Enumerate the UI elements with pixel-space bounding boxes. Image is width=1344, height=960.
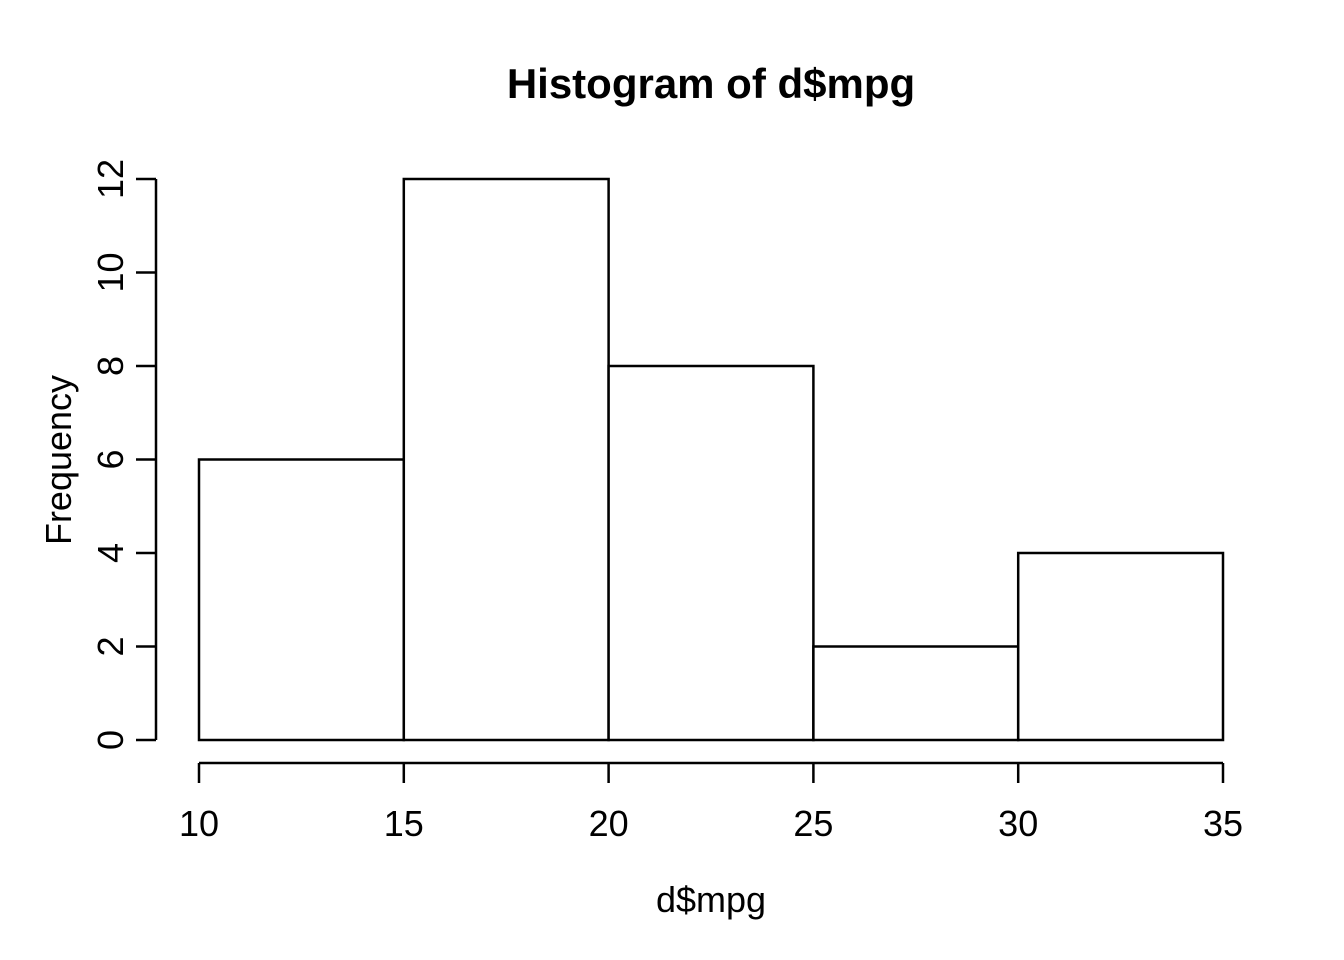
- histogram-bar: [402, 177, 610, 742]
- histogram-bar: [607, 364, 815, 742]
- histogram-bars-group: [197, 177, 1225, 742]
- y-axis-title: Frequency: [38, 375, 79, 545]
- x-axis-tick-label: 25: [793, 803, 833, 844]
- histogram-bar: [1016, 551, 1225, 742]
- x-axis-tick-label: 20: [589, 803, 629, 844]
- x-axis-tick-label: 10: [179, 803, 219, 844]
- chart-title: Histogram of d$mpg: [507, 60, 915, 107]
- y-axis: 0 2 4 6 8 10 12: [90, 159, 158, 750]
- x-axis: 10 15 20 25 30 35: [179, 761, 1243, 844]
- y-axis-tick-label: 2: [90, 636, 131, 656]
- x-axis-title: d$mpg: [656, 879, 766, 920]
- y-axis-tick-label: 0: [90, 730, 131, 750]
- histogram-bar: [197, 458, 406, 742]
- x-axis-tick-label: 15: [384, 803, 424, 844]
- y-axis-tick-label: 10: [90, 252, 131, 292]
- y-axis-tick-label: 6: [90, 449, 131, 469]
- x-axis-tick-label: 30: [998, 803, 1038, 844]
- y-axis-tick-label: 4: [90, 543, 131, 563]
- y-axis-tick-label: 12: [90, 159, 131, 199]
- x-axis-tick-label: 35: [1203, 803, 1243, 844]
- y-axis-tick-label: 8: [90, 356, 131, 376]
- histogram-bar: [812, 645, 1020, 742]
